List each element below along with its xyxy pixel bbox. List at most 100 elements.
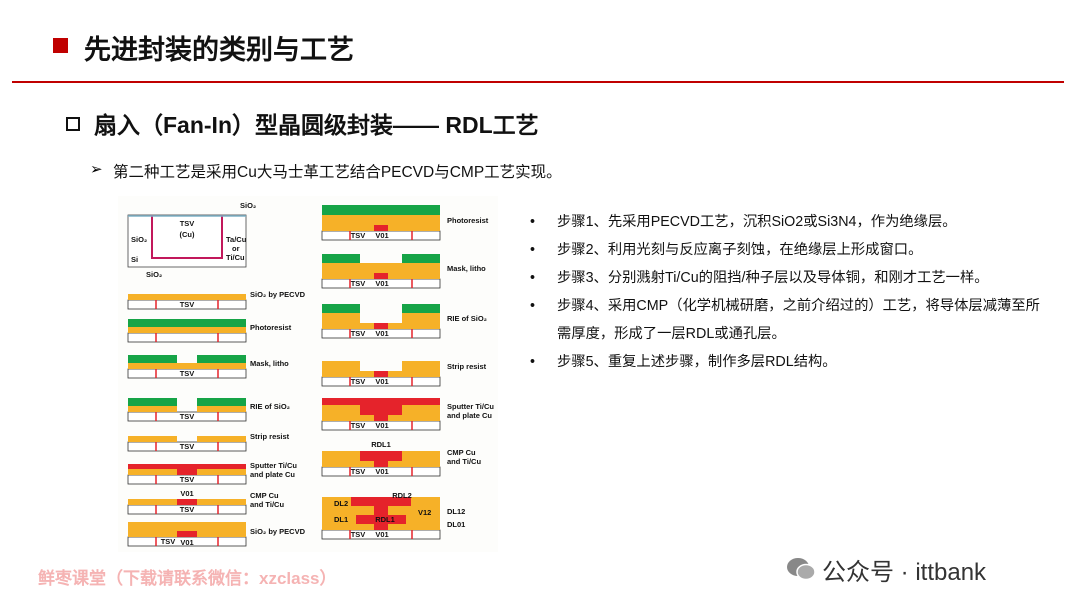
oxide-layer: [402, 405, 440, 415]
copper-fill: [374, 273, 388, 279]
diagram-label: SiO₂ by PECVD: [250, 527, 306, 536]
copper-fill: [374, 323, 388, 329]
intro-text: 第二种工艺是采用Cu大马士革工艺结合PECVD与CMP工艺实现。: [113, 164, 562, 181]
oxide-layer: [128, 499, 177, 505]
oxide-layer: [388, 461, 440, 467]
oxide-layer: [322, 515, 356, 524]
step-item: 步骤2、利用光刻与反应离子刻蚀，在绝缘层上形成窗口。: [530, 236, 1040, 264]
diagram-label: V01: [375, 530, 388, 539]
diagram-label: V12: [418, 508, 431, 517]
diagram-label: V01: [375, 231, 388, 240]
diagram-label: V01: [375, 421, 388, 430]
diagram-label: TSV: [351, 231, 366, 240]
copper-layer: [128, 464, 246, 469]
oxide-layer: [322, 323, 374, 329]
oxide-layer: [322, 361, 360, 371]
resist-layer: [402, 304, 440, 313]
step-item: 步骤4、采用CMP（化学机械研磨，之前介绍过的）工艺，将导体层减薄至所需厚度，形…: [530, 292, 1040, 348]
diagram-label: Photoresist: [447, 216, 489, 225]
oxide-layer: [322, 497, 351, 506]
diagram-label: V01: [375, 467, 388, 476]
diagram-label: TSV: [180, 505, 195, 514]
oxide-layer: [322, 524, 374, 530]
copper-fill: [360, 405, 402, 415]
resist-layer: [128, 355, 177, 363]
oxide-layer: [402, 313, 440, 323]
diagram-label: V01: [375, 279, 388, 288]
oxide-layer: [322, 371, 374, 377]
diagram-label: TSV: [180, 442, 195, 451]
oxide-layer: [322, 215, 440, 225]
resist-layer: [402, 254, 440, 263]
step-list: 步骤1、先采用PECVD工艺，沉积SiO2或Si3N4，作为绝缘层。步骤2、利用…: [530, 208, 1040, 376]
oxide-layer: [197, 406, 246, 412]
diagram-label: Sputter Ti/Cu: [447, 402, 494, 411]
diagram-label: TSV: [180, 300, 195, 309]
diagram-label: DL12: [447, 507, 465, 516]
copper-fill: [356, 515, 406, 524]
resist-layer: [197, 398, 246, 406]
oxide-layer: [128, 531, 177, 537]
oxide-layer: [322, 405, 360, 415]
copper-fill: [374, 506, 388, 515]
oxide-layer: [128, 294, 246, 300]
oxide-layer: [322, 225, 374, 231]
diagram-label: TSV: [351, 421, 366, 430]
account-name: 公众号 · ittbank: [822, 559, 987, 586]
oxide-layer: [388, 323, 440, 329]
copper-fill: [177, 499, 197, 505]
diagram-label: or: [232, 244, 240, 253]
diagram-label: RIE of SiO₂: [250, 402, 290, 411]
oxide-layer: [388, 225, 440, 231]
substrate: [127, 411, 247, 422]
diagram-label: DL01: [447, 520, 465, 529]
arrow-bullet: ➢: [90, 161, 103, 178]
oxide-layer: [322, 263, 440, 273]
diagram-label: Photoresist: [250, 323, 292, 332]
copper-fill: [374, 371, 388, 377]
copper-fill: [374, 461, 388, 467]
diagram-label: SiO₂: [131, 235, 147, 244]
diagram-label: TSV: [351, 467, 366, 476]
oxide-layer: [402, 451, 440, 461]
copper-fill: [374, 225, 388, 231]
diagram-label: V01: [375, 377, 388, 386]
watermark: 鲜枣课堂（下载请联系微信：xzclass）: [38, 569, 337, 588]
oxide-layer: [128, 363, 246, 369]
oxide-layer: [128, 522, 246, 531]
diagram-label: Si: [131, 255, 138, 264]
copper-fill: [360, 451, 402, 461]
section-marker: [66, 117, 80, 131]
diagram-label: TSV: [351, 329, 366, 338]
diagram-label: RDL2: [392, 491, 412, 500]
oxide-layer: [128, 469, 177, 475]
oxide-layer: [402, 361, 440, 371]
diagram-label: Sputter Ti/Cu: [250, 461, 297, 470]
oxide-layer: [322, 451, 360, 461]
section-title: 扇入（Fan-In）型晶圆级封装—— RDL工艺: [94, 112, 539, 138]
diagram-label: TSV: [180, 219, 195, 228]
substrate: [127, 332, 247, 343]
slide-title: 先进封装的类别与工艺: [84, 35, 354, 65]
oxide-layer: [406, 515, 440, 524]
diagram-label: RDL1: [371, 440, 391, 449]
oxide-layer: [197, 436, 246, 442]
oxide-layer: [197, 499, 246, 505]
diagram-label: V01: [180, 489, 193, 498]
oxide-layer: [388, 524, 440, 530]
diagram-label: SiO₂: [240, 201, 256, 210]
diagram-label: and plate Cu: [250, 470, 295, 479]
diagram-label: DL2: [334, 499, 348, 508]
title-marker: [53, 38, 68, 53]
step-item: 步骤1、先采用PECVD工艺，沉积SiO2或Si3N4，作为绝缘层。: [530, 208, 1040, 236]
oxide-layer: [128, 327, 246, 333]
diagram-label: DL1: [334, 515, 348, 524]
oxide-layer: [322, 506, 374, 515]
wechat-icon: [787, 558, 816, 581]
copper-fill: [177, 469, 197, 475]
diagram-label: RDL1: [375, 515, 395, 524]
resist-layer: [197, 355, 246, 363]
substrate: [127, 441, 247, 452]
diagram-label: Mask, litho: [250, 359, 289, 368]
